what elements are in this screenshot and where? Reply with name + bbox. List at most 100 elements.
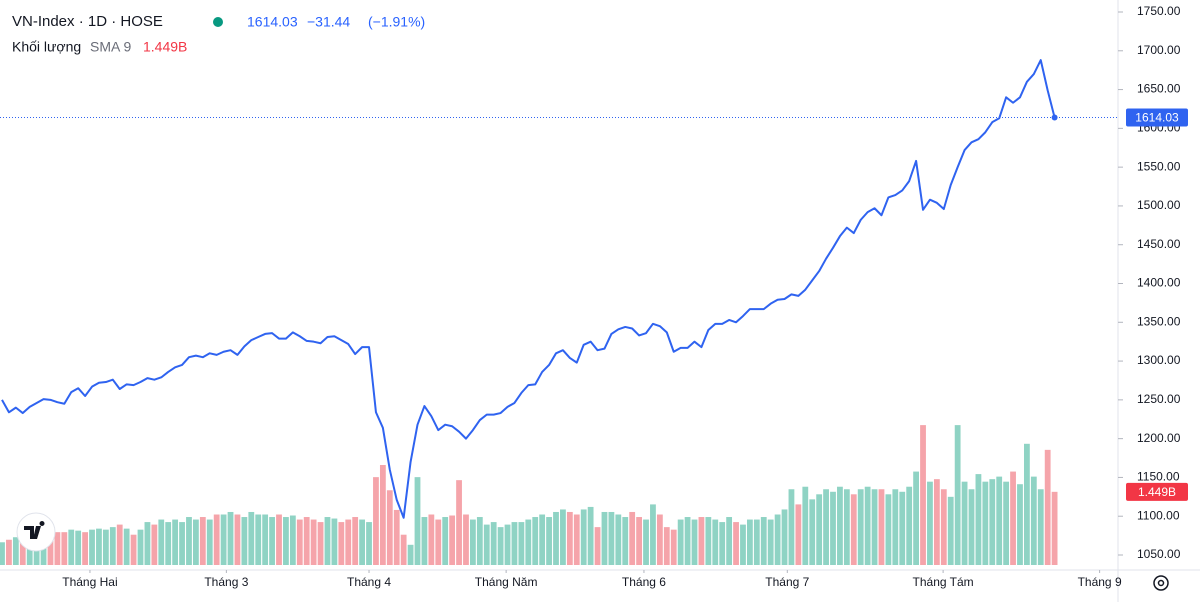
- volume-bar: [940, 489, 947, 565]
- volume-bar: [760, 517, 767, 565]
- volume-bar: [89, 529, 95, 565]
- volume-bar: [650, 504, 656, 565]
- volume-bar: [476, 517, 483, 565]
- volume-bar: [864, 486, 871, 565]
- volume-bar: [324, 517, 331, 565]
- chart-title: VN-Index · 1D · HOSE: [12, 13, 163, 30]
- volume-bar: [1037, 489, 1044, 565]
- volume-bar: [892, 489, 899, 565]
- volume-bar: [483, 524, 490, 565]
- volume-bar: [636, 517, 642, 565]
- volume-bar: [68, 529, 75, 565]
- volume-bar: [12, 537, 19, 565]
- volume-bar: [504, 524, 511, 565]
- y-tick-label: 1650.00: [1137, 82, 1181, 96]
- volume-bar: [490, 522, 497, 565]
- volume-bar: [878, 489, 885, 565]
- volume-bar: [248, 511, 255, 565]
- volume-bar: [1051, 491, 1058, 565]
- last-price-label: 1614.03: [1135, 111, 1179, 125]
- volume-bar: [927, 481, 933, 565]
- volume-bar: [234, 514, 241, 565]
- volume-bar: [470, 519, 476, 565]
- volume-bar: [726, 517, 733, 565]
- volume-bar: [296, 519, 303, 565]
- volume-bar: [317, 522, 324, 565]
- settings-icon[interactable]: [1153, 575, 1169, 591]
- volume-bar: [781, 509, 788, 565]
- volume-bar: [158, 519, 165, 565]
- volume-bar: [463, 514, 469, 565]
- volume-bar: [116, 524, 123, 565]
- volume-bar: [1024, 443, 1030, 565]
- volume-bar: [663, 527, 670, 565]
- y-tick-label: 1200.00: [1137, 431, 1181, 445]
- volume-bar: [601, 511, 608, 565]
- volume-bar: [823, 489, 829, 565]
- volume-bar: [206, 519, 213, 565]
- volume-bar: [795, 504, 802, 565]
- volume-bar: [1044, 449, 1051, 565]
- volume-bar: [546, 517, 552, 565]
- volume-bar: [373, 477, 379, 565]
- tradingview-logo[interactable]: [16, 512, 56, 552]
- volume-bar: [497, 527, 504, 565]
- volume-bar: [511, 522, 518, 565]
- volume-label: 1.449B: [1138, 485, 1176, 499]
- volume-bar: [719, 522, 726, 565]
- volume-bar: [289, 515, 296, 565]
- volume-bar: [442, 517, 449, 565]
- volume-bar: [816, 494, 823, 565]
- volume-bar: [933, 479, 940, 565]
- x-tick-label: Tháng 4: [347, 575, 391, 589]
- volume-bar: [691, 519, 698, 565]
- volume-bar: [615, 514, 622, 565]
- volume-bar: [421, 517, 428, 565]
- volume-bar: [747, 519, 753, 565]
- volume-bar: [830, 491, 836, 565]
- y-tick-label: 1400.00: [1137, 276, 1181, 290]
- volume-bar: [130, 534, 137, 565]
- market-status-dot[interactable]: [213, 17, 223, 27]
- volume-bar: [151, 524, 158, 565]
- x-tick-label: Tháng 3: [204, 575, 248, 589]
- volume-bar: [144, 522, 151, 565]
- volume-bar: [366, 522, 372, 565]
- volume-bar: [407, 544, 414, 565]
- price-line: [1, 59, 1056, 519]
- price-change-pct: (−1.91%): [368, 14, 425, 30]
- volume-bar: [47, 533, 54, 565]
- volume-bar: [532, 517, 539, 565]
- volume-bar: [920, 425, 926, 565]
- volume-bar: [82, 532, 88, 565]
- volume-bar: [1017, 484, 1023, 565]
- volume-bar: [594, 527, 601, 565]
- volume-title: Khối lượng: [12, 39, 81, 55]
- volume-bar: [102, 529, 109, 565]
- volume-bar: [954, 425, 961, 565]
- volume-bar: [193, 519, 199, 565]
- volume-bar: [137, 529, 144, 565]
- volume-bar: [989, 479, 996, 565]
- volume-bar: [96, 528, 102, 565]
- volume-bar: [1030, 476, 1037, 565]
- volume-bar: [677, 519, 684, 565]
- volume-bar: [788, 489, 795, 565]
- volume-bar: [518, 522, 525, 565]
- x-tick-label: Tháng Năm: [475, 575, 538, 589]
- volume-bar: [629, 511, 636, 565]
- volume-bar: [996, 476, 1003, 565]
- volume-label-box: [1126, 482, 1188, 501]
- y-tick-label: 1500.00: [1137, 198, 1181, 212]
- volume-bar: [961, 481, 968, 565]
- volume-bar: [560, 509, 566, 565]
- y-tick-label: 1350.00: [1137, 314, 1181, 328]
- volume-bar: [338, 522, 345, 565]
- volume-bar: [871, 489, 878, 565]
- volume-bar: [802, 486, 809, 565]
- last-price: 1614.03: [247, 14, 298, 30]
- volume-bar: [525, 519, 532, 565]
- volume-bar: [199, 517, 206, 565]
- volume-bar: [947, 496, 954, 565]
